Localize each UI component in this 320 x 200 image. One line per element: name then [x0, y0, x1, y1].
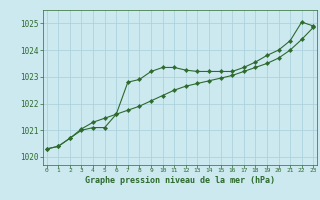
X-axis label: Graphe pression niveau de la mer (hPa): Graphe pression niveau de la mer (hPa) — [85, 176, 275, 185]
